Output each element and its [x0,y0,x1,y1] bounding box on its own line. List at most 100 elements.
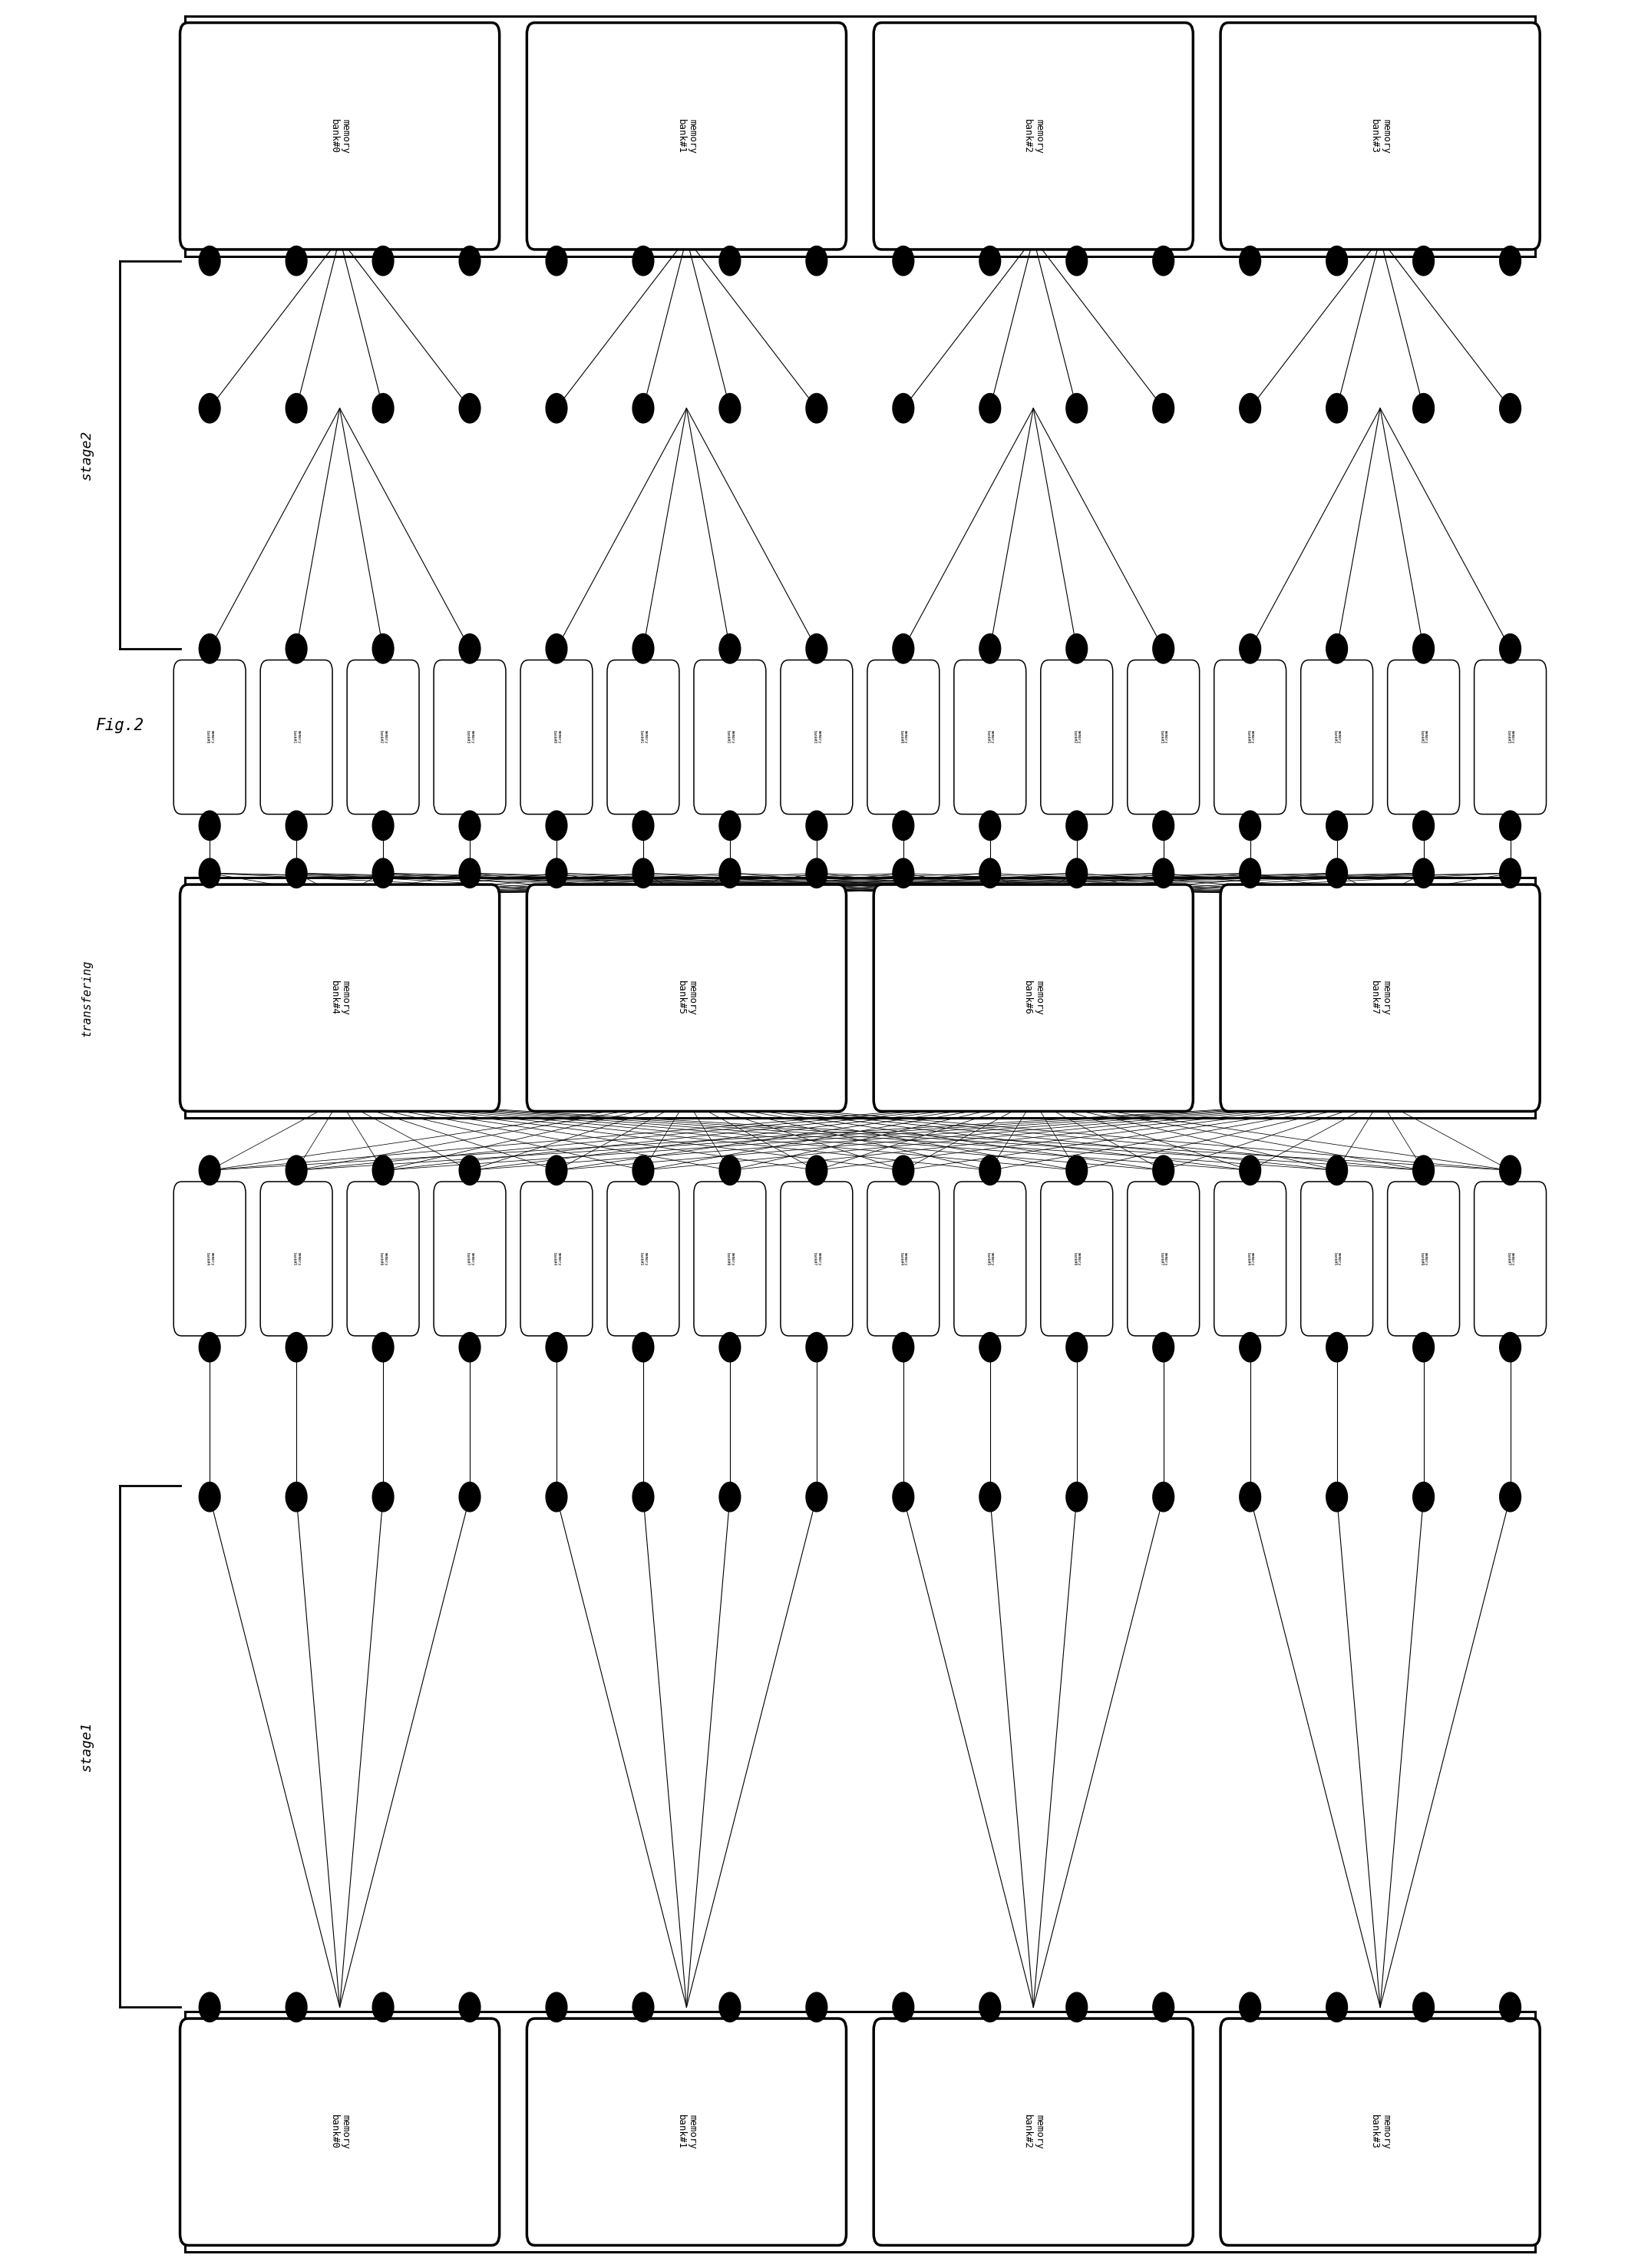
Circle shape [459,247,480,277]
Circle shape [1153,1991,1174,2023]
Text: memory
bank#7: memory bank#7 [1369,980,1391,1016]
FancyBboxPatch shape [174,660,246,814]
Circle shape [806,1334,827,1361]
Circle shape [632,1154,654,1184]
Circle shape [1327,810,1348,839]
Text: memory
bank#3: memory bank#3 [1505,730,1515,744]
Circle shape [1066,810,1088,839]
Text: memory
bank#7: memory bank#7 [1160,1252,1168,1266]
Circle shape [980,247,1001,277]
Circle shape [545,1483,567,1510]
FancyBboxPatch shape [873,23,1192,249]
Circle shape [1066,1154,1088,1184]
Text: memory
bank#3: memory bank#3 [1160,730,1168,744]
Text: memory
bank#1: memory bank#1 [292,730,300,744]
Circle shape [285,395,306,424]
Text: memory
bank#5: memory bank#5 [639,1252,647,1266]
Text: memory
bank#3: memory bank#3 [1369,2114,1391,2150]
Text: memory
bank#0: memory bank#0 [329,118,351,154]
Circle shape [1153,1483,1174,1510]
Text: memory
bank#0: memory bank#0 [205,730,215,744]
Circle shape [285,633,306,662]
Circle shape [1499,395,1522,424]
Circle shape [719,247,740,277]
FancyBboxPatch shape [527,23,847,249]
Text: memory
bank#1: memory bank#1 [1333,730,1342,744]
Circle shape [1499,1334,1522,1361]
Circle shape [200,1334,219,1361]
Circle shape [719,633,740,662]
Circle shape [806,633,827,662]
FancyBboxPatch shape [781,1182,853,1336]
Text: memory
bank#2: memory bank#2 [1420,730,1428,744]
FancyBboxPatch shape [1387,660,1459,814]
Circle shape [545,810,567,839]
Circle shape [1066,633,1088,662]
Circle shape [1327,1991,1348,2023]
Text: memory
bank#7: memory bank#7 [812,1252,821,1266]
Circle shape [1240,395,1261,424]
Text: memory
bank#7: memory bank#7 [465,1252,473,1266]
Text: memory
bank#6: memory bank#6 [726,1252,734,1266]
Circle shape [1153,1154,1174,1184]
FancyBboxPatch shape [867,1182,939,1336]
Text: memory
bank#5: memory bank#5 [676,980,698,1016]
Circle shape [1066,1334,1088,1361]
Circle shape [893,633,914,662]
FancyBboxPatch shape [180,885,500,1111]
FancyBboxPatch shape [347,1182,419,1336]
Circle shape [893,247,914,277]
Text: memory
bank#2: memory bank#2 [378,730,387,744]
Text: memory
bank#5: memory bank#5 [292,1252,300,1266]
Circle shape [1414,1483,1435,1510]
Circle shape [459,395,480,424]
FancyBboxPatch shape [1220,885,1540,1111]
Text: memory
bank#1: memory bank#1 [639,730,647,744]
Circle shape [806,810,827,839]
Circle shape [200,1154,219,1184]
Circle shape [1066,395,1088,424]
Circle shape [1153,1334,1174,1361]
FancyBboxPatch shape [527,885,847,1111]
Circle shape [372,810,393,839]
FancyBboxPatch shape [527,2019,847,2245]
Circle shape [1414,247,1435,277]
Circle shape [980,1334,1001,1361]
Text: memory
bank#2: memory bank#2 [726,730,734,744]
Circle shape [1066,1483,1088,1510]
Circle shape [459,810,480,839]
FancyBboxPatch shape [1214,1182,1286,1336]
Circle shape [719,1991,740,2023]
Circle shape [719,1154,740,1184]
Circle shape [632,395,654,424]
Circle shape [200,1991,219,2023]
Circle shape [1414,857,1435,889]
Circle shape [1240,1991,1261,2023]
Circle shape [980,1991,1001,2023]
Circle shape [459,857,480,889]
Circle shape [372,1483,393,1510]
FancyBboxPatch shape [1301,660,1373,814]
Circle shape [1153,633,1174,662]
Circle shape [806,1154,827,1184]
Circle shape [980,857,1001,889]
FancyBboxPatch shape [1301,1182,1373,1336]
Text: memory
bank#6: memory bank#6 [1420,1252,1428,1266]
Text: memory
bank#0: memory bank#0 [1247,730,1255,744]
Circle shape [1240,633,1261,662]
Circle shape [719,857,740,889]
FancyBboxPatch shape [1220,23,1540,249]
Text: memory
bank#2: memory bank#2 [1022,2114,1043,2150]
Circle shape [980,1483,1001,1510]
FancyBboxPatch shape [608,660,680,814]
Circle shape [1499,857,1522,889]
Circle shape [980,633,1001,662]
Circle shape [1499,247,1522,277]
Circle shape [719,810,740,839]
Circle shape [632,1991,654,2023]
Circle shape [1153,810,1174,839]
Text: memory
bank#3: memory bank#3 [465,730,473,744]
Circle shape [1240,1154,1261,1184]
Circle shape [980,395,1001,424]
FancyBboxPatch shape [1214,660,1286,814]
